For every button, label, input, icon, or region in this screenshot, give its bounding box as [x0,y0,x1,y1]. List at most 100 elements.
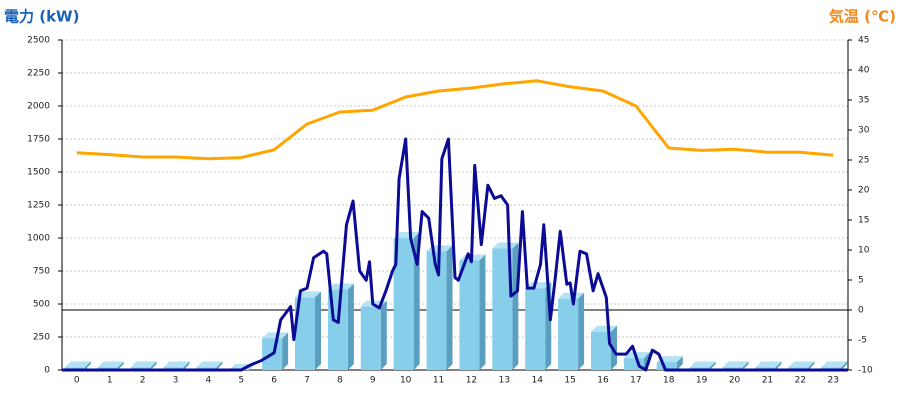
y2-tick-label: 5 [858,276,864,286]
y2-tick-label: -10 [858,366,873,376]
bar [426,251,447,370]
bar-side [512,242,519,370]
bar-side [775,361,782,370]
bar-top [722,361,749,368]
bar-side [709,361,716,370]
x-tick-label: 2 [140,376,146,386]
bar-side [315,291,322,370]
y2-tick-label: 25 [858,156,869,166]
bar-side [282,332,289,370]
bar [656,362,677,370]
y2-tick-label: 10 [858,246,870,256]
bar-side [183,361,190,370]
bar-side [347,283,354,370]
x-tick-label: 8 [337,376,343,386]
line [76,79,834,161]
x-tick-label: 13 [499,376,510,386]
y2-tick-label: 0 [858,306,864,316]
y2-tick-label: 40 [858,66,870,76]
y-tick-label: 2500 [27,36,50,46]
bar-top [130,361,157,368]
bar-top [755,361,782,368]
bar-side [84,361,91,370]
x-tick-label: 16 [597,376,609,386]
y2-tick-label: 45 [858,36,869,46]
bar-side [150,361,157,370]
x-tick-label: 19 [696,376,708,386]
x-tick-label: 21 [762,376,773,386]
x-tick-label: 7 [304,376,310,386]
bar-side [380,300,387,370]
y-tick-label: 1500 [27,168,50,178]
bar-side [742,361,749,370]
bar [558,298,579,370]
y-tick-label: 250 [33,333,50,343]
y-tick-label: 0 [44,366,50,376]
x-tick-label: 11 [433,376,444,386]
x-tick-label: 1 [107,376,113,386]
bar [459,260,480,370]
x-tick-label: 5 [238,376,244,386]
x-tick-label: 22 [795,376,806,386]
bar-top [788,361,815,368]
x-tick-label: 20 [729,376,741,386]
x-tick-label: 0 [74,376,80,386]
x-tick-label: 9 [370,376,376,386]
bar-top [163,361,190,368]
x-tick-label: 4 [205,376,211,386]
bar-top [97,361,124,368]
bar-top [393,232,420,238]
x-tick-label: 10 [400,376,412,386]
y-tick-label: 1250 [27,201,50,211]
bar-top [196,361,223,368]
bar-side [676,356,683,370]
bar-top [656,356,683,363]
bar [492,248,513,370]
bar-top [689,361,716,368]
bar-top [64,361,91,368]
bar-top [821,361,848,368]
bar-top [492,242,519,249]
bar-side [841,361,848,370]
x-tick-label: 6 [271,376,277,386]
bar [623,358,644,370]
x-tick-label: 15 [564,376,575,386]
bar-side [808,361,815,370]
x-tick-label: 14 [531,376,543,386]
y-tick-label: 1750 [27,135,50,145]
bar-side [643,352,650,370]
y-title: 電力 (kW) [4,8,79,26]
y2-tick-label: 15 [858,216,869,226]
bar-side [479,254,486,370]
x-tick-label: 3 [173,376,179,386]
x-tick-label: 18 [663,376,675,386]
bar [295,297,316,370]
x-tick-label: 12 [466,376,477,386]
bar-side [578,292,585,370]
y-tick-label: 2000 [27,102,50,112]
x-tick-label: 23 [827,376,838,386]
y2-title: 気温 (℃) [829,8,896,26]
y-tick-label: 500 [33,300,50,310]
bar-side [610,325,617,370]
bar-top [590,325,617,332]
bar [525,288,546,370]
x-tick-label: 17 [630,376,641,386]
y2-tick-label: 35 [858,96,869,106]
bar-side [446,245,453,370]
bar [590,331,611,370]
y2-tick-label: 20 [858,186,870,196]
line [62,137,848,372]
y2-tick-label: 30 [858,126,870,136]
bar-side [413,232,420,370]
bar-side [117,361,124,370]
y-tick-label: 2250 [27,69,50,79]
bar [360,306,381,370]
y2-tick-label: -5 [858,336,867,346]
y-tick-label: 1000 [27,234,50,244]
bar [393,238,414,370]
y-tick-label: 750 [33,267,50,277]
bar-side [216,361,223,370]
bar-top [262,332,289,339]
